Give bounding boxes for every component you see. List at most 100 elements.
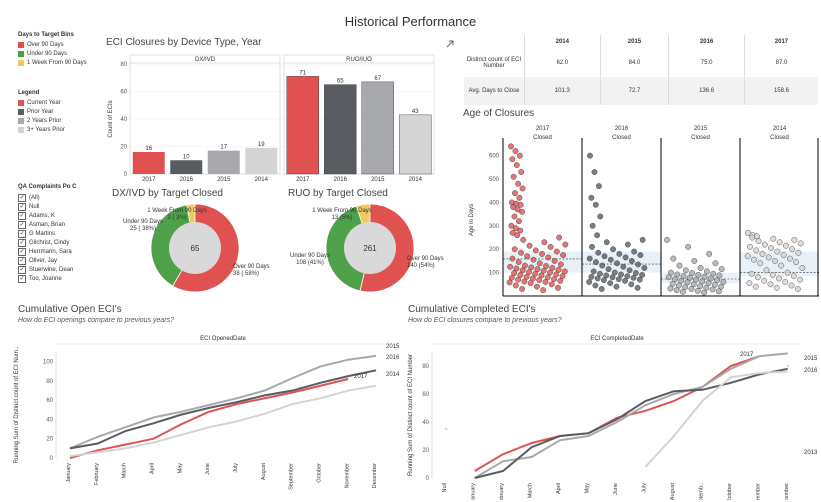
bar-panel-label: DX/IVD [195, 57, 216, 63]
filter-checkbox-item[interactable]: ✓ G Martins [18, 229, 104, 238]
scatter-point [684, 279, 691, 286]
checkbox[interactable]: ✓ [18, 229, 26, 238]
scatter-point [534, 266, 541, 273]
scatter-point [626, 267, 633, 274]
filter-checkbox-item[interactable]: ✓ Herrmann, Sara [18, 247, 104, 256]
scatter-panel-sub: Closed [533, 135, 552, 141]
legend-item[interactable]: 2 Years Prior [18, 116, 104, 125]
scatter-point [517, 201, 524, 208]
scatter-point [753, 247, 760, 254]
checkbox[interactable]: ✓ [18, 211, 26, 220]
scatter-point [560, 252, 567, 258]
checkbox[interactable]: ✓ [18, 274, 26, 283]
legend-item[interactable]: Over 90 Days [18, 40, 104, 49]
scatter-point [697, 283, 703, 290]
scatter-point [553, 271, 560, 278]
filter-checkbox-item[interactable]: ✓ Gilchrist, Cindy [18, 238, 104, 247]
legend-label: Prior Year [27, 108, 54, 115]
scatter-point [769, 272, 776, 278]
scatter-point [599, 262, 606, 269]
filter-checkbox-item[interactable]: ✓ (All) [18, 193, 104, 202]
scatter-point [597, 213, 604, 220]
series-line [69, 369, 377, 450]
scatter-point [605, 266, 612, 273]
bar [245, 147, 278, 174]
scatter-point [510, 173, 517, 180]
filter-checkbox-item[interactable]: ✓ Asman, Brian [18, 220, 104, 229]
legend-item[interactable]: 1 Week From 90 Days [18, 58, 104, 67]
scatter-point [715, 288, 722, 295]
checkbox[interactable]: ✓ [18, 256, 26, 265]
pie-slice-label: Over 90 Days [407, 256, 444, 262]
scatter-point [508, 222, 515, 229]
scatter-point [709, 286, 716, 293]
scatter-point [755, 238, 762, 244]
y-tick-label: 300 [489, 224, 500, 230]
scatter-point [592, 282, 599, 289]
scatter-point [720, 279, 727, 285]
filter-label: (All) [29, 194, 40, 201]
legend-swatch [18, 41, 24, 48]
x-tick-label: November [755, 483, 761, 500]
x-tick-label: August [670, 483, 676, 500]
legend-item[interactable]: Under 90 Days [18, 49, 104, 58]
checkbox[interactable]: ✓ [18, 265, 26, 274]
checkbox[interactable]: ✓ [18, 247, 26, 256]
series-line [474, 352, 788, 479]
scatter-point [639, 272, 646, 278]
filter-checkbox-item[interactable]: ✓ Adams, K [18, 211, 104, 220]
filter-checkbox-item[interactable]: ✓ Null [18, 202, 104, 211]
legend-item[interactable]: Current Year [18, 98, 104, 107]
filter-checkbox-item[interactable]: ✓ Too, Joanne [18, 274, 104, 283]
legend-item[interactable]: Prior Year [18, 107, 104, 116]
scatter-point [512, 148, 519, 154]
scatter-point [603, 239, 610, 246]
x-tick-label: March [528, 483, 534, 498]
bar [207, 150, 240, 174]
scatter-point [524, 253, 531, 260]
filter-checkbox-item[interactable]: ✓ Stuerwine, Dean [18, 265, 104, 274]
checkbox[interactable]: ✓ [18, 202, 26, 211]
scatter-point [594, 275, 601, 282]
scatter-point [586, 279, 593, 285]
legend-label: Over 90 Days [27, 41, 64, 48]
scatter-point [699, 278, 706, 285]
legend-swatch [18, 108, 24, 115]
scatter-point [790, 273, 797, 280]
scatter-point [510, 204, 517, 211]
scatter-panel-sub: Closed [770, 135, 789, 141]
scatter-point [703, 284, 710, 291]
scatter-point [634, 284, 641, 291]
checkbox[interactable]: ✓ [18, 193, 26, 202]
scatter-point [637, 252, 644, 258]
scatter-point [668, 269, 674, 276]
pie-slice-label: 1 Week From 90 Days [312, 208, 372, 214]
x-tick-label: May [585, 483, 591, 494]
scatter-point [556, 234, 563, 241]
scatter-point [506, 279, 513, 286]
filter-checkbox-item[interactable]: ✓ Oliver, Jay [18, 256, 104, 265]
table-header-year: 2014 [524, 35, 601, 49]
x-tick-label: 2016 [334, 177, 348, 183]
scatter-point [514, 206, 521, 213]
checkbox[interactable]: ✓ [18, 220, 26, 229]
series-label: 2016 [804, 368, 818, 374]
legend-item[interactable]: 3+ Years Prior [18, 125, 104, 134]
scatter-point [630, 274, 637, 281]
scatter-point [763, 267, 770, 274]
scatter-point [685, 243, 691, 250]
series-label: 2017 [354, 374, 368, 380]
y-tick-label: 20 [120, 145, 127, 151]
scatter-point [789, 246, 796, 253]
checkbox[interactable]: ✓ [18, 238, 26, 247]
series-line [69, 384, 377, 458]
legend-swatch [18, 126, 24, 133]
scatter-point [591, 169, 598, 175]
scatter-point [589, 222, 596, 229]
scatter-point [594, 232, 601, 239]
reference-band [661, 272, 740, 284]
expand-icon[interactable] [446, 35, 454, 53]
y-tick-label: 20 [46, 437, 53, 443]
scatter-point [549, 265, 556, 271]
filter-label: Stuerwine, Dean [29, 266, 74, 273]
